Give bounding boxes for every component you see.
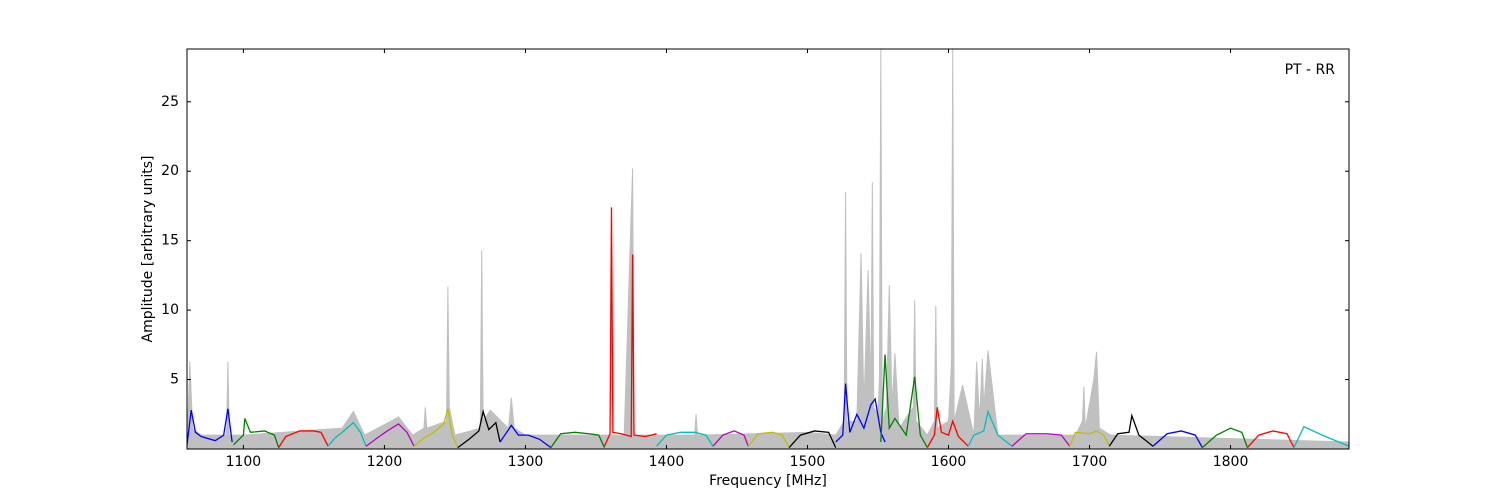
y-tick-label: 5 xyxy=(170,372,179,388)
axes-frame xyxy=(186,48,1350,450)
x-tick-label: 1800 xyxy=(1213,454,1249,470)
plot-area xyxy=(187,49,1349,449)
line xyxy=(327,421,367,447)
x-tick-label: 1300 xyxy=(508,454,544,470)
line xyxy=(880,354,928,448)
y-tick-label: 15 xyxy=(161,233,179,249)
axes: 1100 1200 1300 1400 1500 1600 1700 1800 5 10 15 20 2… xyxy=(161,48,1350,470)
x-tick-label: 1600 xyxy=(931,454,967,470)
line xyxy=(278,430,329,448)
line xyxy=(1108,413,1154,447)
y-tick-label: 20 xyxy=(161,163,179,179)
line xyxy=(835,383,886,443)
y-tick-label: 25 xyxy=(161,94,179,110)
line xyxy=(712,430,749,447)
line xyxy=(967,409,1013,447)
x-axis-label: Frequency [MHz] xyxy=(709,473,827,489)
line xyxy=(233,418,280,448)
line xyxy=(365,423,415,447)
line xyxy=(457,408,501,449)
plot xyxy=(187,49,1349,449)
line xyxy=(1246,430,1295,449)
x-tick-label: 1700 xyxy=(1072,454,1108,470)
line xyxy=(656,431,714,447)
line xyxy=(1011,433,1071,447)
line xyxy=(788,430,837,449)
line xyxy=(747,431,790,448)
x-tick-label: 1500 xyxy=(790,454,826,470)
x-tick-label: 1200 xyxy=(367,454,403,470)
line xyxy=(1069,430,1110,447)
x-tick-label: 1400 xyxy=(649,454,685,470)
line xyxy=(1152,430,1203,448)
area xyxy=(187,49,1349,449)
line xyxy=(1201,427,1249,449)
annotation: PT - RR xyxy=(1285,62,1336,78)
line xyxy=(550,431,606,448)
y-axis-label: Amplitude [arbitrary units] xyxy=(140,156,156,343)
line xyxy=(1293,425,1349,448)
line xyxy=(187,408,233,445)
line xyxy=(499,424,552,449)
line xyxy=(413,408,459,448)
y-tick-label: 10 xyxy=(161,302,179,318)
line xyxy=(603,207,657,447)
line xyxy=(926,407,969,448)
x-tick-label: 1100 xyxy=(226,454,262,470)
